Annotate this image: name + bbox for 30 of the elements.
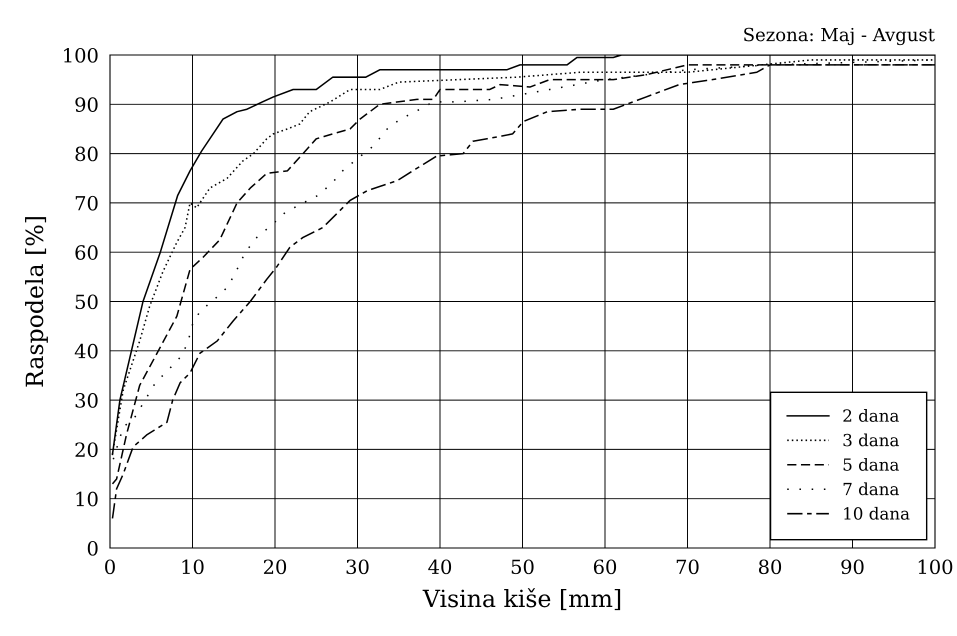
y-tick-label: 50	[76, 294, 98, 310]
x-tick-label: 0	[105, 559, 115, 574]
y-tick-label: 70	[76, 196, 98, 211]
legend-label: 3 dana	[843, 433, 899, 446]
y-axis-title: Raspodela [%]	[25, 217, 48, 387]
x-tick-label: 90	[841, 559, 864, 574]
x-tick-label: 50	[512, 559, 534, 574]
y-tick-label: 40	[74, 344, 98, 358]
x-tick-label: 100	[918, 559, 952, 574]
y-tick-label: 80	[75, 146, 98, 162]
y-tick-label: 0	[88, 540, 98, 556]
legend-label: 10 dana	[844, 506, 910, 520]
y-tick-label: 60	[75, 245, 98, 260]
legend-label: 7 dana	[844, 482, 899, 496]
chart-title: Sezona: Maj - Avgust	[744, 28, 935, 46]
y-tick-label: 20	[75, 442, 98, 458]
y-tick-label: 30	[76, 393, 98, 408]
x-tick-label: 30	[346, 559, 369, 574]
x-tick-label: 80	[758, 559, 782, 574]
x-tick-label: 60	[594, 559, 616, 574]
x-axis-title: Visina kiše [mm]	[422, 588, 620, 610]
x-tick-label: 70	[676, 559, 699, 574]
x-tick-label: 10	[182, 559, 204, 574]
y-tick-label: 10	[76, 492, 98, 506]
legend-label: 5 dana	[844, 458, 899, 471]
x-tick-label: 40	[428, 559, 452, 574]
y-tick-label: 90	[75, 97, 98, 112]
x-tick-label: 20	[264, 559, 286, 574]
legend-label: 2 dana	[843, 409, 899, 422]
y-tick-label: 100	[64, 48, 98, 63]
